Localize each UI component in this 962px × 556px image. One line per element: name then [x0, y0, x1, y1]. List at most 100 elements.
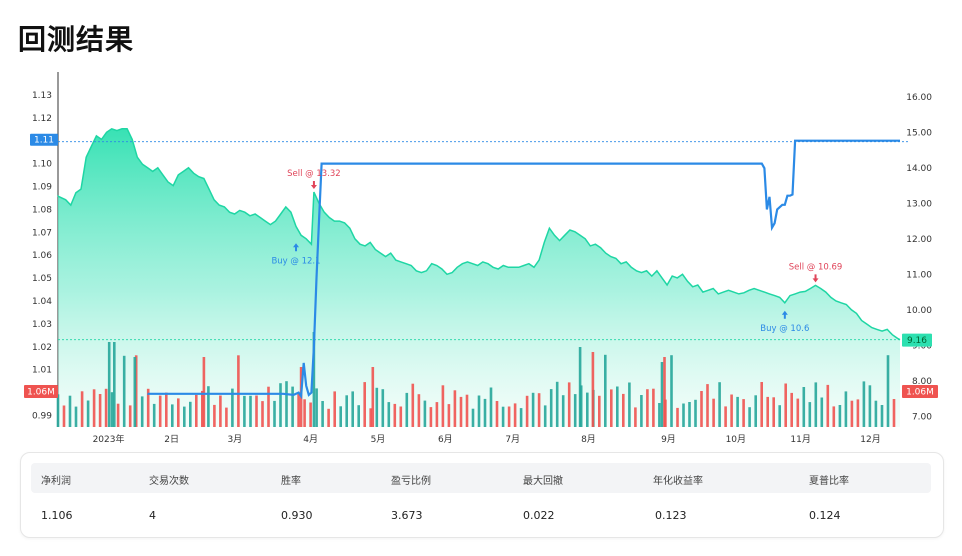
volume-bar: [393, 403, 397, 427]
volume-bar: [98, 394, 102, 427]
price-value-tag: [902, 333, 932, 347]
volume-bar: [201, 390, 204, 427]
volume-bar: [315, 388, 318, 427]
volume-bar: [56, 394, 60, 427]
equity-value-tag: [30, 133, 58, 146]
volume-bar: [537, 393, 541, 427]
x-tick-label: 10月: [726, 434, 746, 445]
volume-bar: [459, 396, 463, 427]
volume-bar: [183, 406, 186, 427]
backtest-chart[interactable]: 1.13 1.12 1.11 1.10 1.09 1.08 1.07 1.06 1.05 1.04…: [0, 72, 962, 452]
volume-bar: [850, 400, 854, 427]
volume-bar: [874, 400, 878, 427]
right-tick-label: 15.00: [906, 128, 932, 138]
volume-bar: [423, 400, 427, 427]
volume-bar: [441, 385, 445, 427]
left-tick-label: 1.09: [32, 183, 52, 193]
sell-marker-arrow: [812, 274, 819, 283]
left-tick-label: 1.03: [32, 320, 52, 330]
volume-bar: [134, 355, 138, 427]
volume-bar: [634, 407, 637, 427]
volume-bar: [363, 382, 366, 427]
volume-bar: [133, 357, 137, 427]
volume-bar: [195, 394, 198, 427]
volume-bar: [345, 395, 348, 427]
left-tick-label: 1.13: [32, 91, 52, 101]
volume-bar: [790, 392, 793, 427]
volume-bar: [660, 362, 664, 427]
volume-bar: [86, 400, 90, 427]
left-tick-label: 1.08: [32, 205, 52, 215]
volume-value-tag-right: [902, 385, 938, 398]
stats-header-max-drawdown: 最大回撤: [523, 476, 563, 487]
volume-bar: [146, 388, 150, 427]
stats-value-profit-loss-ratio: 3.673: [391, 509, 423, 522]
volume-bar: [297, 392, 300, 427]
left-tick-label: 1.01: [32, 366, 52, 376]
stats-card: 净利润 交易次数 胜率 盈亏比例 最大回撤 年化收益率 夏普比率 1.106 4…: [20, 452, 944, 538]
left-tick-label: 1.07: [32, 228, 52, 238]
equity-line: [147, 139, 900, 400]
volume-bar: [435, 402, 439, 427]
volume-bar: [591, 352, 595, 427]
volume-bar: [561, 395, 565, 427]
volume-bar: [122, 355, 126, 427]
volume-bar: [796, 398, 800, 427]
volume-bar: [886, 355, 890, 427]
volume-bar: [682, 403, 685, 427]
volume-bar: [718, 382, 721, 427]
stats-header-annual-return: 年化收益率: [653, 476, 703, 487]
stats-value-sharpe: 0.124: [809, 509, 841, 522]
volume-bar: [399, 406, 403, 427]
volume-bar: [736, 396, 739, 427]
stats-value-max-drawdown: 0.022: [523, 509, 555, 522]
volume-bar: [604, 354, 607, 427]
volume-bar: [375, 387, 379, 427]
volume-bar: [465, 394, 469, 427]
left-tick-label: 1.05: [32, 274, 52, 284]
volume-value-tag-left: [24, 385, 58, 398]
x-tick-label: 8月: [581, 434, 596, 445]
volume-bar: [610, 389, 613, 427]
volume-bar: [748, 407, 751, 427]
sell-marker-label: Sell @ 13.32: [287, 169, 341, 179]
volume-bar: [477, 395, 481, 427]
volume-bar: [652, 388, 655, 427]
volume-bar: [676, 407, 679, 427]
volume-bar: [80, 391, 84, 427]
right-tick-label: 11.00: [906, 270, 932, 280]
volume-bar: [784, 383, 787, 427]
volume-bar: [152, 403, 156, 427]
volume-bar: [832, 406, 836, 427]
volume-bar: [531, 392, 535, 427]
volume-bar: [279, 383, 282, 427]
volume-bar: [68, 395, 72, 427]
volume-bar: [483, 398, 487, 427]
volume-bar: [110, 392, 114, 427]
x-tick-label: 9月: [661, 434, 676, 445]
stats-value-trades: 4: [149, 509, 156, 522]
volume-bar: [387, 402, 391, 427]
volume-bar: [754, 395, 757, 427]
volume-bar: [880, 405, 884, 427]
volume-bar: [663, 357, 666, 427]
volume-bar: [555, 381, 559, 427]
volume-bar: [113, 342, 116, 427]
volume-bar: [862, 381, 866, 427]
volume-bar: [219, 395, 222, 427]
volume-bar: [429, 407, 433, 427]
stats-header-sharpe: 夏普比率: [809, 476, 849, 487]
volume-bar: [489, 387, 493, 427]
right-tick-label: 12.00: [906, 235, 932, 245]
volume-bar: [706, 384, 709, 427]
volume-bar: [814, 382, 818, 427]
volume-bar: [261, 401, 264, 427]
volume-bar: [766, 396, 769, 427]
price-value-label: 9.16: [907, 336, 927, 346]
stats-header-trades: 交易次数: [149, 476, 189, 487]
stats-header-row: 净利润 交易次数 胜率 盈亏比例 最大回撤 年化收益率 夏普比率: [31, 463, 931, 493]
volume-bar: [381, 389, 385, 427]
right-tick-label: 16.00: [906, 93, 932, 103]
volume-bar: [622, 393, 625, 427]
x-tick-label: 7月: [505, 434, 520, 445]
